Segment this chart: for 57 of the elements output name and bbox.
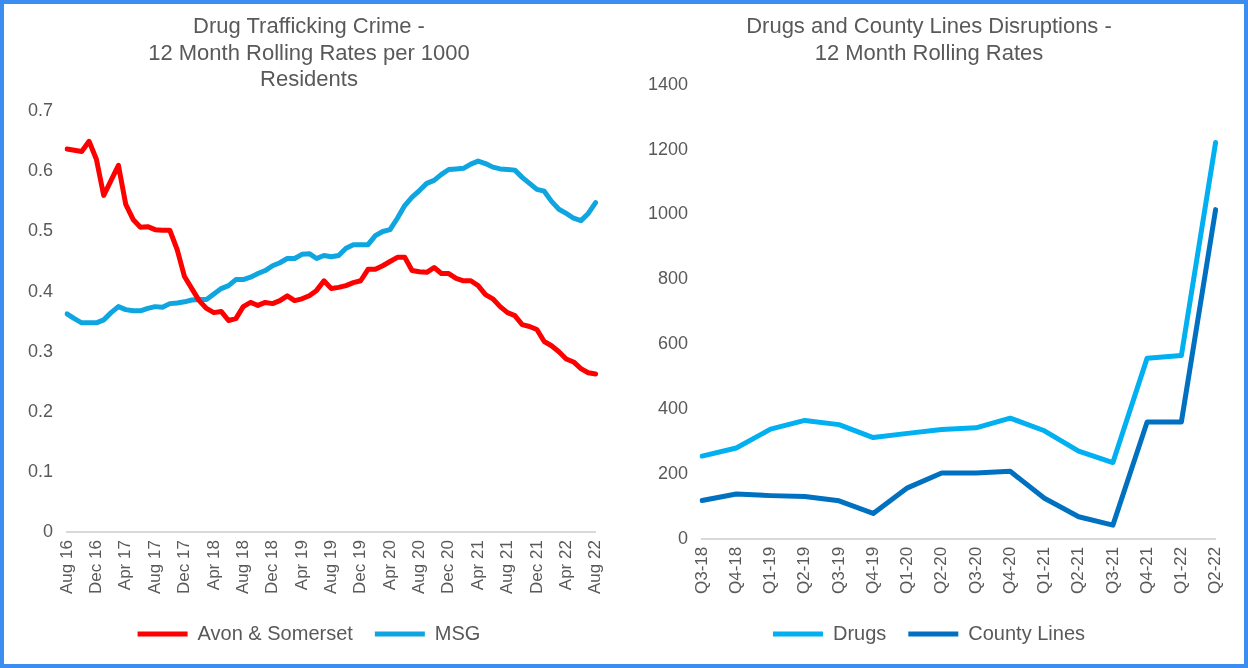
y-tick-label: 0.1 bbox=[27, 460, 54, 481]
x-tick-label: Q4-19 bbox=[862, 546, 882, 594]
x-tick-label: Q2-21 bbox=[1068, 546, 1088, 594]
y-tick-label: 0.6 bbox=[27, 160, 54, 181]
legend-label: County Lines bbox=[968, 621, 1086, 644]
y-tick-label: 0.5 bbox=[27, 220, 54, 241]
y-tick-label: 0 bbox=[678, 527, 689, 548]
x-tick-label: Apr 20 bbox=[379, 540, 399, 591]
y-tick-label: 600 bbox=[658, 333, 689, 354]
x-tick-label: Dec 17 bbox=[174, 540, 194, 594]
y-tick-label: 800 bbox=[658, 268, 689, 289]
x-tick-label: Dec 20 bbox=[438, 540, 458, 594]
x-tick-label: Q3-19 bbox=[828, 546, 848, 594]
x-tick-label: Dec 21 bbox=[526, 540, 546, 594]
x-tick-label: Q1-19 bbox=[760, 546, 780, 594]
x-tick-label: Q1-22 bbox=[1171, 546, 1191, 594]
x-tick-label: Aug 20 bbox=[409, 540, 429, 595]
y-tick-label: 0.7 bbox=[27, 100, 54, 121]
x-tick-label: Apr 17 bbox=[115, 540, 135, 591]
chart-title: Drugs and County Lines Disruptions - 12 Month Rolling Rates bbox=[746, 13, 1112, 65]
x-tick-label: Q4-18 bbox=[725, 546, 745, 594]
x-tick-label: Q1-20 bbox=[897, 546, 917, 594]
x-tick-label: Dec 16 bbox=[86, 540, 106, 594]
x-tick-label: Q4-21 bbox=[1136, 546, 1156, 594]
x-tick-label: Q3-21 bbox=[1102, 546, 1122, 594]
y-tick-label: 0.4 bbox=[27, 280, 54, 301]
y-tick-label: 1200 bbox=[648, 138, 689, 159]
x-tick-label: Q2-22 bbox=[1205, 546, 1225, 594]
y-tick-label: 200 bbox=[658, 462, 689, 483]
x-tick-label: Apr 19 bbox=[291, 540, 311, 591]
x-tick-label: Aug 18 bbox=[232, 540, 252, 595]
y-tick-label: 1000 bbox=[648, 203, 689, 224]
x-tick-label: Q2-20 bbox=[931, 546, 951, 594]
y-tick-label: 1400 bbox=[648, 73, 689, 94]
x-tick-label: Apr 22 bbox=[555, 540, 575, 591]
legend-label: Avon & Somerset bbox=[197, 621, 354, 644]
x-tick-label: Apr 21 bbox=[467, 540, 487, 591]
x-tick-label: Q1-21 bbox=[1034, 546, 1054, 594]
x-tick-label: Q4-20 bbox=[999, 546, 1019, 594]
x-tick-label: Aug 22 bbox=[585, 540, 605, 595]
x-tick-label: Aug 17 bbox=[144, 540, 164, 595]
x-tick-label: Aug 21 bbox=[497, 540, 517, 595]
x-tick-label: Aug 16 bbox=[56, 540, 76, 595]
x-tick-label: Q3-20 bbox=[965, 546, 985, 594]
y-tick-label: 400 bbox=[658, 398, 689, 419]
y-tick-label: 0 bbox=[43, 521, 54, 542]
legend-label: Drugs bbox=[832, 621, 887, 644]
x-tick-label: Q3-18 bbox=[691, 546, 711, 594]
chart-title: Drug Trafficking Crime - 12 Month Rolling Rates per 1000 Residents bbox=[148, 13, 470, 92]
y-tick-label: 0.2 bbox=[27, 400, 54, 421]
legend-label: MSG bbox=[434, 621, 481, 644]
x-tick-label: Apr 18 bbox=[203, 540, 223, 591]
x-tick-label: Q2-19 bbox=[794, 546, 814, 594]
x-tick-label: Aug 19 bbox=[321, 540, 340, 595]
x-tick-label: Dec 18 bbox=[262, 540, 282, 594]
y-tick-label: 0.3 bbox=[27, 340, 54, 361]
x-tick-label: Dec 19 bbox=[350, 540, 370, 594]
